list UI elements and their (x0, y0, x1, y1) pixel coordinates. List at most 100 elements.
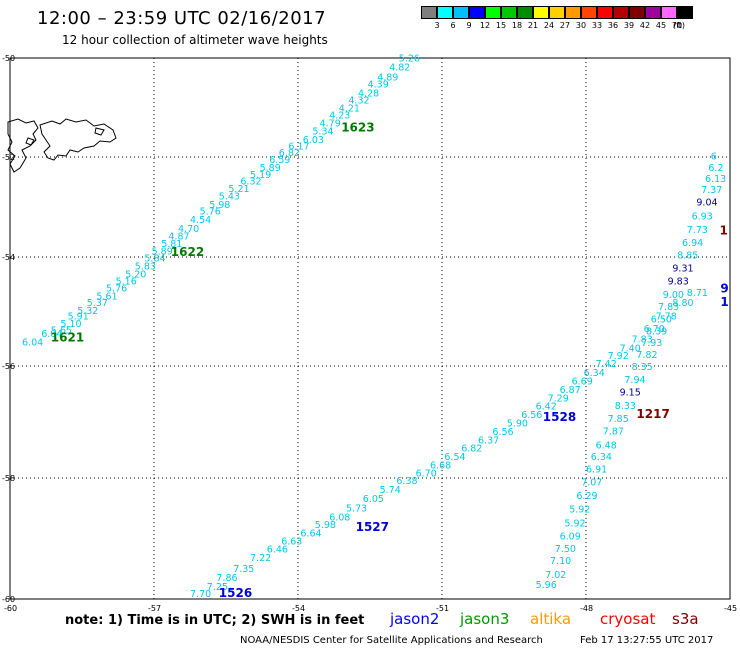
edge-clipped-label: 1 (719, 224, 727, 238)
wave-height-value: 7.87 (603, 426, 624, 437)
color-scale-unit: (ft) (672, 21, 686, 30)
satellite-legend-jason2: jason2 (390, 610, 440, 628)
color-scale-swatch (421, 6, 437, 19)
latitude-tick-label: -58 (2, 474, 15, 483)
pass-time-label: 1623 (341, 120, 374, 134)
wave-height-value: 5.65 (51, 325, 72, 336)
wave-height-value: 5.76 (200, 207, 221, 218)
wave-height-value: 5.91 (68, 312, 89, 323)
color-scale-label: 21 (527, 21, 539, 30)
pass-time-label: 1528 (543, 410, 576, 424)
wave-height-value: 5.96 (536, 580, 557, 591)
color-scale-label: 33 (591, 21, 603, 30)
map-grid (9, 57, 731, 600)
wave-height-value: 7.78 (656, 312, 677, 323)
wave-height-value: 5.76 (106, 283, 127, 294)
longitude-tick-label: -51 (436, 604, 449, 613)
wave-height-value: 5.84 (144, 253, 165, 264)
wave-height-value: 7.07 (581, 477, 602, 488)
wave-height-value: 7.85 (608, 414, 629, 425)
wave-height-value: 9.83 (668, 276, 689, 287)
wave-height-value: 6.70 (416, 468, 437, 479)
wave-height-value: 5.89 (152, 247, 173, 258)
wave-height-value: 6.04 (41, 329, 62, 340)
wave-height-value: 4.32 (348, 96, 369, 107)
wave-height-value: 5.26 (399, 53, 420, 64)
wave-height-value: 5.90 (507, 418, 528, 429)
color-scale-swatch (517, 6, 533, 19)
wave-height-value: 5.19 (250, 170, 271, 181)
pass-time-label: 1527 (356, 520, 389, 534)
wave-height-value: 5.32 (77, 306, 98, 317)
chart-title: 12:00 – 23:59 UTC 02/16/2017 (37, 8, 327, 29)
wave-height-value: 6.13 (705, 174, 726, 185)
wave-height-value: 5.20 (125, 270, 146, 281)
color-scale-swatch (661, 6, 677, 19)
color-scale-label: 39 (623, 21, 635, 30)
wave-height-value: 7.35 (233, 564, 254, 575)
color-scale-label: 36 (607, 21, 619, 30)
wave-height-value: 8.71 (687, 288, 708, 299)
wave-height-value: 5.98 (315, 520, 336, 531)
wave-height-value: 6.34 (591, 452, 612, 463)
wave-height-value: 5.92 (569, 504, 590, 515)
color-scale-label: 30 (575, 21, 587, 30)
pass-time-label: 1217 (636, 407, 669, 421)
wave-height-value: 6.08 (329, 512, 350, 523)
color-scale-swatch (597, 6, 613, 19)
wave-height-value: 4.87 (168, 232, 189, 243)
wave-height-value: 6.46 (267, 544, 288, 555)
wave-height-value: 7.92 (608, 351, 629, 362)
color-scale-label: 24 (543, 21, 555, 30)
wave-height-value: 6.63 (281, 537, 302, 548)
wave-height-value: 5.16 (116, 276, 137, 287)
wave-height-value: 6.09 (560, 532, 581, 543)
color-scale-swatch (565, 6, 581, 19)
wave-height-value: 5.83 (135, 262, 156, 273)
wave-height-value: 5.43 (219, 192, 240, 203)
color-scale-swatch (533, 6, 549, 19)
wave-height-value: 7.50 (555, 544, 576, 555)
wave-height-value: 4.39 (368, 80, 389, 91)
falkland-islands-coastline (7, 118, 117, 173)
wave-height-value: 7.93 (641, 338, 662, 349)
color-scale-swatch (485, 6, 501, 19)
wave-height-value: 5.34 (312, 127, 333, 138)
wave-height-value: 6 (711, 152, 717, 163)
wave-height-value: 5.21 (228, 184, 249, 195)
color-scale-swatch (677, 6, 693, 19)
wave-height-value: 6.50 (651, 314, 672, 325)
wave-height-value: 7.83 (658, 302, 679, 313)
coastline-west-falkland (7, 118, 39, 173)
pass-time-label: 1621 (51, 330, 84, 344)
wave-height-value: 6.94 (682, 238, 703, 249)
wave-height-value: 6.70 (644, 324, 665, 335)
wave-height-value: 4.82 (389, 62, 410, 73)
wave-height-value: 5.74 (380, 485, 401, 496)
wave-height-value: 6.34 (584, 368, 605, 379)
wave-height-value: 8.35 (632, 362, 653, 373)
color-scale-swatch (629, 6, 645, 19)
wave-height-value: 7.10 (550, 556, 571, 567)
color-scale-label: 15 (495, 21, 507, 30)
wave-height-value: 6.69 (572, 376, 593, 387)
coastline-islet (94, 127, 105, 136)
longitude-tick-label: -45 (724, 604, 737, 613)
wave-height-value: 5.89 (260, 163, 281, 174)
color-scale-label: 12 (479, 21, 491, 30)
footer-note: note: 1) Time is in UTC; 2) SWH is in fe… (65, 613, 365, 628)
wave-height-value: 4.70 (178, 224, 199, 235)
wave-height-value: 9.04 (696, 198, 717, 209)
longitude-tick-label: -48 (580, 604, 593, 613)
wave-height-value: 6.04 (22, 337, 43, 348)
wave-height-value: 6.91 (586, 464, 607, 475)
wave-height-value: 7.82 (636, 350, 657, 361)
latitude-tick-label: -50 (2, 54, 15, 63)
wave-height-value: 7.22 (250, 553, 271, 564)
wave-height-value: 6.32 (240, 177, 261, 188)
wave-height-value: 9.15 (620, 388, 641, 399)
latitude-tick-label: -54 (2, 253, 15, 262)
wave-height-value: 6.17 (288, 142, 309, 153)
wave-height-value: 7.42 (596, 359, 617, 370)
